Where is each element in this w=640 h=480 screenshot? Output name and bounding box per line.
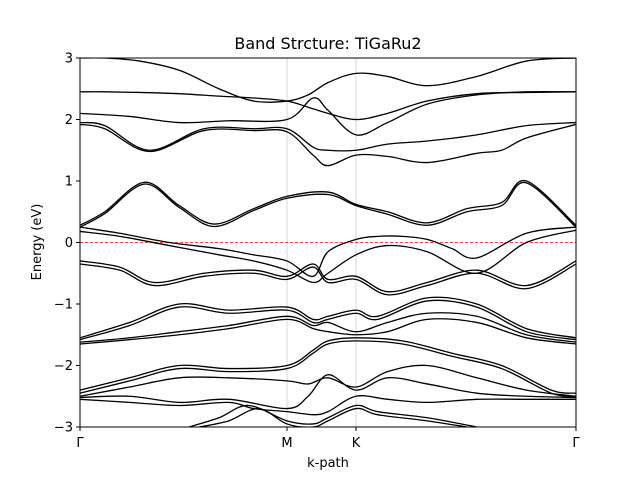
band-line-3 — [80, 90, 576, 136]
x-tick-label: K — [352, 436, 361, 451]
band-line-5 — [80, 123, 576, 167]
y-axis-label: Energy (eV) — [30, 204, 45, 281]
band-line-8 — [80, 226, 576, 277]
x-tick-label: Γ — [572, 436, 580, 451]
y-tick-label: 3 — [65, 52, 73, 67]
band-line-4 — [80, 121, 576, 152]
band-line-18 — [80, 364, 576, 397]
band-line-20 — [80, 395, 576, 416]
band-line-12 — [80, 296, 576, 339]
y-tick-label: 2 — [65, 113, 73, 128]
band-line-16 — [80, 337, 576, 394]
y-tick-label: −1 — [54, 298, 73, 313]
y-tick-label: 1 — [65, 175, 73, 190]
band-line-15 — [80, 318, 576, 345]
band-line-11 — [80, 263, 576, 296]
band-line-19 — [80, 374, 576, 410]
band-line-17 — [80, 340, 576, 397]
band-line-1 — [80, 58, 576, 103]
x-axis-label: k-path — [307, 456, 349, 471]
x-tick-label: M — [281, 436, 292, 451]
band-line-2 — [80, 91, 576, 121]
band-line-14 — [80, 312, 576, 343]
band-line-13 — [80, 299, 576, 341]
y-tick-label: 0 — [65, 236, 73, 251]
x-tick-label: Γ — [76, 436, 84, 451]
band-line-21 — [188, 404, 477, 427]
band-line-10 — [80, 260, 576, 293]
band-line-7 — [80, 181, 576, 228]
chart-title: Band Strcture: TiGaRu2 — [234, 34, 421, 53]
band-line-6 — [80, 179, 576, 226]
y-axis-ticks: −3 −2 −1 0 1 2 3 — [54, 52, 80, 436]
band-lines — [80, 58, 576, 427]
band-line-22 — [198, 407, 467, 427]
y-tick-label: −3 — [54, 421, 73, 436]
y-tick-label: −2 — [54, 359, 73, 374]
